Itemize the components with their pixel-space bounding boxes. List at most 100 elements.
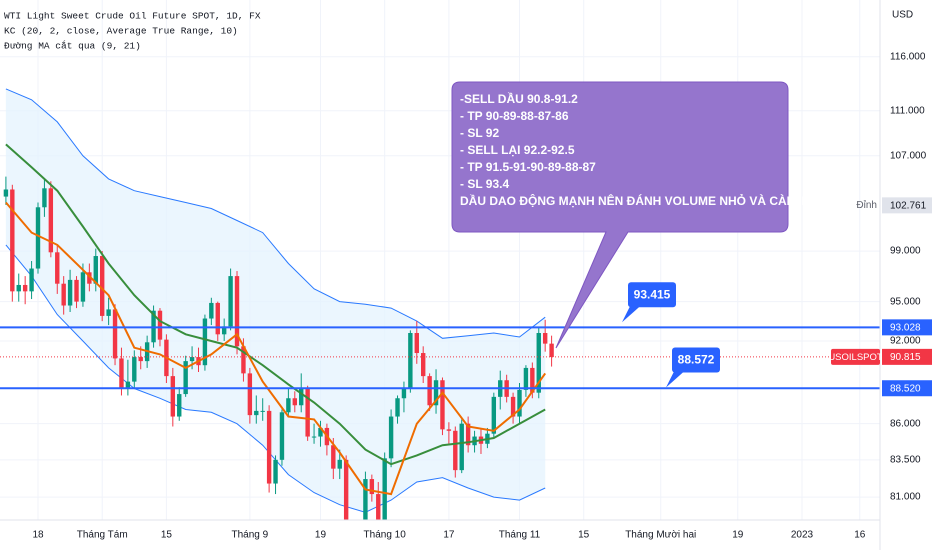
candle-body [292, 398, 297, 406]
callout-pointer [622, 306, 640, 323]
candle-body [10, 189, 15, 292]
x-tick-label: Tháng 9 [232, 530, 269, 541]
candle-body [299, 388, 304, 406]
annotation-line: - SL 92 [460, 126, 499, 140]
currency-label: USD [892, 10, 913, 21]
candle-body [87, 272, 92, 284]
callout-label: 93.415 [634, 287, 671, 301]
candle-body [3, 189, 9, 197]
ma-fast-line [5, 201, 547, 496]
candle-body [67, 279, 73, 306]
candle-body [491, 396, 497, 434]
candle-body [395, 398, 400, 417]
y-tick-label: 111.000 [890, 105, 925, 116]
candle-body [331, 445, 336, 469]
candle-body [170, 376, 176, 417]
y-tick-label: 116.000 [890, 51, 926, 62]
x-tick-label: Tháng 10 [364, 530, 407, 541]
annotation: -SELL DẦU 90.8-91.2 - TP 90-89-88-87-86 - … [451, 81, 809, 349]
candle-body [80, 272, 86, 302]
x-tick-label: Tháng Mười hai [625, 530, 696, 541]
candle-body [125, 381, 131, 389]
candle-body [311, 436, 317, 438]
candle-body [427, 376, 432, 406]
candle-body [465, 423, 471, 446]
candle-body [363, 479, 368, 520]
y-tick-label: 107.000 [890, 150, 927, 161]
candle-body [337, 459, 342, 469]
last-price-box [882, 348, 932, 365]
candle-body [453, 430, 458, 471]
candle-body [530, 367, 535, 393]
candle-body [55, 252, 60, 284]
candle-body [119, 358, 124, 389]
high-marker-price: 102.761 [890, 200, 927, 211]
candle-body [202, 318, 208, 366]
candle-body [74, 279, 79, 302]
price-label: 93.028 [890, 322, 921, 333]
x-tick-label: 19 [732, 530, 744, 541]
y-tick-label: 86.000 [890, 418, 921, 429]
candle-body [100, 256, 105, 316]
candle-body [536, 333, 541, 393]
candle-body [401, 388, 407, 399]
overlay: 93.415 88.572 [0, 282, 880, 390]
x-tick-label: 16 [854, 530, 866, 541]
symbol-title: WTI Light Sweet Crude Oil Future SPOT, 1… [4, 11, 261, 22]
candle-body [209, 302, 214, 319]
callout-box [628, 282, 676, 308]
candle-body [260, 410, 265, 412]
y-tick-label: 99.000 [890, 246, 921, 257]
annotation-line: - SELL LẠI 92.2-92.5 [460, 143, 575, 157]
price-label-box [882, 380, 932, 397]
candle-body [279, 412, 285, 460]
price-axis: 116.000 111.000 107.000 99.000 95.000 92.000 8… [828, 51, 932, 503]
x-tick-label: 2023 [791, 530, 814, 541]
candle-body [305, 388, 310, 437]
kc-fill [5, 88, 546, 513]
candle-body [517, 389, 522, 417]
candle-body [459, 423, 464, 471]
kc-legend: KC (20, 2, close, Average True Range, 10… [4, 26, 238, 37]
price-label-box [882, 319, 932, 336]
x-tick-label: Tháng 11 [499, 530, 541, 541]
candle-body [382, 458, 387, 520]
candle-body [523, 367, 529, 390]
ma-legend: Đường MA cắt qua (9, 21) [4, 41, 141, 52]
y-tick-label: 92.000 [890, 336, 921, 347]
candle-body [106, 309, 111, 316]
candle-body [433, 380, 439, 406]
annotation-line: -SELL DẦU 90.8-91.2 [460, 91, 578, 106]
candle-body [408, 333, 413, 389]
candle-body [35, 207, 41, 269]
candle-body [221, 326, 227, 335]
candle-body [388, 416, 394, 459]
candle-body [61, 283, 66, 306]
kc-upper-line [5, 88, 546, 339]
plot-area [3, 88, 554, 520]
x-tick-label: Tháng Tám [77, 530, 128, 541]
candle-body [254, 410, 259, 416]
symbol-label: USOILSPOT [828, 352, 883, 363]
x-tick-label: 19 [315, 530, 327, 541]
annotation-box [451, 81, 789, 349]
candle-body [234, 276, 240, 347]
candle-body [22, 284, 28, 292]
candle-body [446, 429, 452, 431]
x-tick-label: 18 [32, 530, 44, 541]
candle-body [247, 373, 253, 416]
candle-body [318, 427, 323, 437]
candle-body [273, 459, 278, 484]
candle-body [112, 309, 118, 359]
candle-body [414, 333, 419, 354]
candle-body [48, 188, 54, 253]
callout-label: 88.572 [678, 353, 715, 367]
y-tick-label: 81.000 [890, 492, 921, 503]
candle-body [421, 353, 426, 377]
y-tick-label: 83.500 [890, 454, 921, 465]
candle-body [549, 343, 554, 358]
candle-body [157, 310, 163, 340]
symbol-label-box [831, 348, 880, 365]
